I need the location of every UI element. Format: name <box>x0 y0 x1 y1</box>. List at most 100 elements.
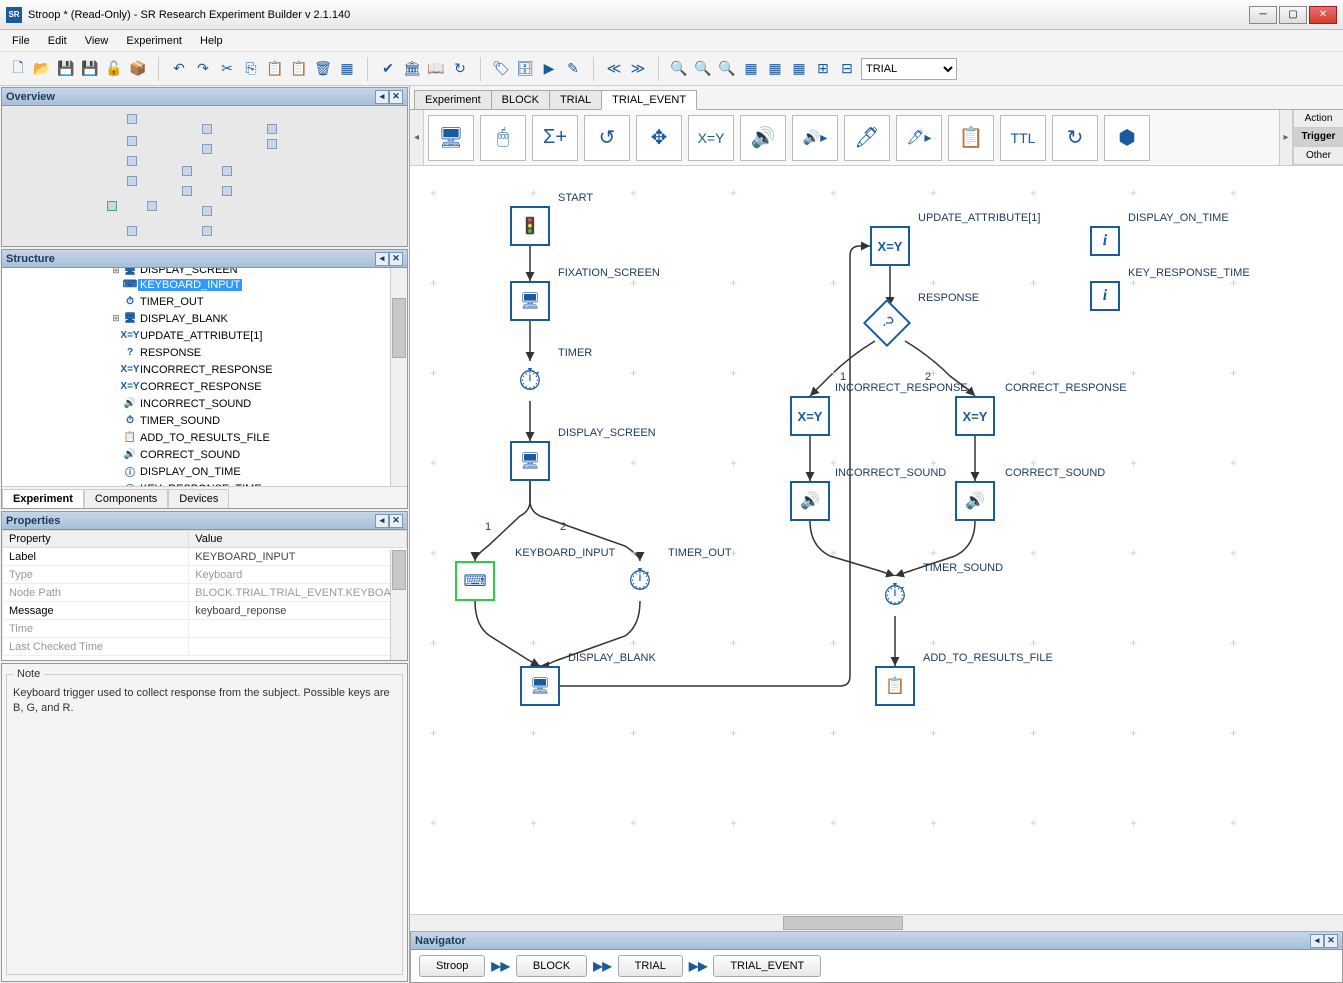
node-update[interactable]: X=Y <box>870 226 910 266</box>
palette-button[interactable]: 📋 <box>948 115 994 161</box>
overview-close-icon[interactable]: ✕ <box>389 90 403 104</box>
structure-collapse-icon[interactable]: ◂ <box>375 252 389 266</box>
menu-help[interactable]: Help <box>192 33 231 49</box>
nav-crumb-trial[interactable]: TRIAL <box>618 955 683 977</box>
edit-icon[interactable]: ✎ <box>563 59 583 79</box>
menu-experiment[interactable]: Experiment <box>118 33 190 49</box>
structure-tab-components[interactable]: Components <box>84 489 168 508</box>
tree-item[interactable]: ?RESPONSE <box>4 344 405 361</box>
maximize-button[interactable]: ▢ <box>1279 6 1307 24</box>
minimize-button[interactable]: ─ <box>1249 6 1277 24</box>
tree-item[interactable]: 🔊CORRECT_SOUND <box>4 446 405 463</box>
overview-collapse-icon[interactable]: ◂ <box>375 90 389 104</box>
delete-icon[interactable]: 🗑 <box>313 59 333 79</box>
palette-button[interactable]: ↻ <box>1052 115 1098 161</box>
node-timerout[interactable]: ⏱ <box>620 561 660 601</box>
zoomfit-icon[interactable]: 🔍 <box>717 59 737 79</box>
editor-tab-experiment[interactable]: Experiment <box>414 90 492 110</box>
editor-tab-block[interactable]: BLOCK <box>491 90 550 110</box>
palette-button[interactable]: 🖱 <box>480 115 526 161</box>
menu-view[interactable]: View <box>77 33 117 49</box>
property-row[interactable]: Node PathBLOCK.TRIAL.TRIAL_EVENT.KEYBOA.… <box>3 584 407 602</box>
palette-button[interactable]: 🔊 <box>740 115 786 161</box>
palette-button[interactable]: X=Y <box>688 115 734 161</box>
palette-button[interactable]: ⬢ <box>1104 115 1150 161</box>
property-row[interactable]: TypeKeyboard <box>3 566 407 584</box>
close-button[interactable]: ✕ <box>1309 6 1337 24</box>
property-row[interactable]: Last Checked Time <box>3 638 407 656</box>
menu-edit[interactable]: Edit <box>40 33 75 49</box>
node-keyboard[interactable]: ⌨ <box>455 561 495 601</box>
lock-icon[interactable]: 🔓 <box>104 59 124 79</box>
arrange-icon[interactable]: ⊟ <box>837 59 857 79</box>
build-icon[interactable]: 🏛 <box>402 59 422 79</box>
palette-collapse-icon[interactable]: ◂ <box>410 110 424 165</box>
db-icon[interactable]: 🗄 <box>515 59 535 79</box>
level-dropdown[interactable]: TRIAL <box>861 58 957 80</box>
node-fixation[interactable]: 🖥 <box>510 281 550 321</box>
node-timer_sound[interactable]: ⏱ <box>875 576 915 616</box>
tree-item[interactable]: ⊞🖥DISPLAY_BLANK <box>4 310 405 327</box>
cut-icon[interactable]: ✂ <box>217 59 237 79</box>
tree-item[interactable]: ⏱TIMER_OUT <box>4 293 405 310</box>
tree-item[interactable]: X=YCORRECT_RESPONSE <box>4 378 405 395</box>
selectall-icon[interactable]: ▦ <box>337 59 357 79</box>
grid2-icon[interactable]: ▦ <box>765 59 785 79</box>
palette-button[interactable]: ↺ <box>584 115 630 161</box>
undo-icon[interactable]: ↶ <box>169 59 189 79</box>
new-icon[interactable]: 🗋 <box>8 59 28 79</box>
editor-tab-trial_event[interactable]: TRIAL_EVENT <box>601 90 697 110</box>
property-row[interactable]: Time <box>3 620 407 638</box>
palette-tab-action[interactable]: Action <box>1294 110 1343 128</box>
tree-item[interactable]: X=YINCORRECT_RESPONSE <box>4 361 405 378</box>
structure-tree[interactable]: ⊞🖥DISPLAY_SCREEN⌨KEYBOARD_INPUT⏱TIMER_OU… <box>2 268 407 486</box>
prev-icon[interactable]: ≪ <box>604 59 624 79</box>
node-correct[interactable]: X=Y <box>955 396 995 436</box>
nav-crumb-stroop[interactable]: Stroop <box>419 955 485 977</box>
palette-button[interactable]: 🖥 <box>428 115 474 161</box>
tag-icon[interactable]: 🏷 <box>491 59 511 79</box>
palette-button[interactable]: TTL <box>1000 115 1046 161</box>
paste2-icon[interactable]: 📋 <box>289 59 309 79</box>
node-disp_time[interactable]: i <box>1090 226 1120 256</box>
node-cor_sound[interactable]: 🔊 <box>955 481 995 521</box>
palette-tab-other[interactable]: Other <box>1294 147 1343 165</box>
structure-tab-devices[interactable]: Devices <box>168 489 229 508</box>
property-row[interactable]: LabelKEYBOARD_INPUT <box>3 548 407 566</box>
nav-crumb-block[interactable]: BLOCK <box>516 955 587 977</box>
play-icon[interactable]: ▶ <box>539 59 559 79</box>
tree-item[interactable]: 📋ADD_TO_RESULTS_FILE <box>4 429 405 446</box>
next-icon[interactable]: ≫ <box>628 59 648 79</box>
structure-scrollbar[interactable] <box>390 268 407 486</box>
palette-button[interactable]: ✥ <box>636 115 682 161</box>
refresh-icon[interactable]: ↻ <box>450 59 470 79</box>
tree-item[interactable]: ⓘDISPLAY_ON_TIME <box>4 463 405 480</box>
node-blank[interactable]: 🖥 <box>520 666 560 706</box>
tree-item[interactable]: ⏱TIMER_SOUND <box>4 412 405 429</box>
structure-close-icon[interactable]: ✕ <box>389 252 403 266</box>
copy-icon[interactable]: ⎘ <box>241 59 261 79</box>
structure-tab-experiment[interactable]: Experiment <box>2 489 84 508</box>
redo-icon[interactable]: ↷ <box>193 59 213 79</box>
save-icon[interactable]: 💾 <box>56 59 76 79</box>
node-display[interactable]: 🖥 <box>510 441 550 481</box>
properties-table[interactable]: PropertyValueLabelKEYBOARD_INPUTTypeKeyb… <box>2 530 407 656</box>
tree-item[interactable]: ⊞🖥DISPLAY_SCREEN <box>4 268 405 276</box>
properties-close-icon[interactable]: ✕ <box>389 514 403 528</box>
palette-tab-trigger[interactable]: Trigger <box>1294 128 1343 146</box>
zoomout-icon[interactable]: 🔍 <box>693 59 713 79</box>
package-icon[interactable]: 📦 <box>128 59 148 79</box>
properties-scrollbar[interactable] <box>390 550 407 660</box>
zoomin-icon[interactable]: 🔍 <box>669 59 689 79</box>
menu-file[interactable]: File <box>4 33 38 49</box>
navigator-close-icon[interactable]: ✕ <box>1324 934 1338 948</box>
open-icon[interactable]: 📂 <box>32 59 52 79</box>
grid1-icon[interactable]: ▦ <box>741 59 761 79</box>
saveall-icon[interactable]: 💾 <box>80 59 100 79</box>
overview-canvas[interactable] <box>2 106 407 246</box>
editor-tab-trial[interactable]: TRIAL <box>549 90 602 110</box>
book-icon[interactable]: 📖 <box>426 59 446 79</box>
palette-button[interactable]: 🔊▸ <box>792 115 838 161</box>
node-results[interactable]: 📋 <box>875 666 915 706</box>
tree-item[interactable]: ⌨KEYBOARD_INPUT <box>4 276 405 293</box>
